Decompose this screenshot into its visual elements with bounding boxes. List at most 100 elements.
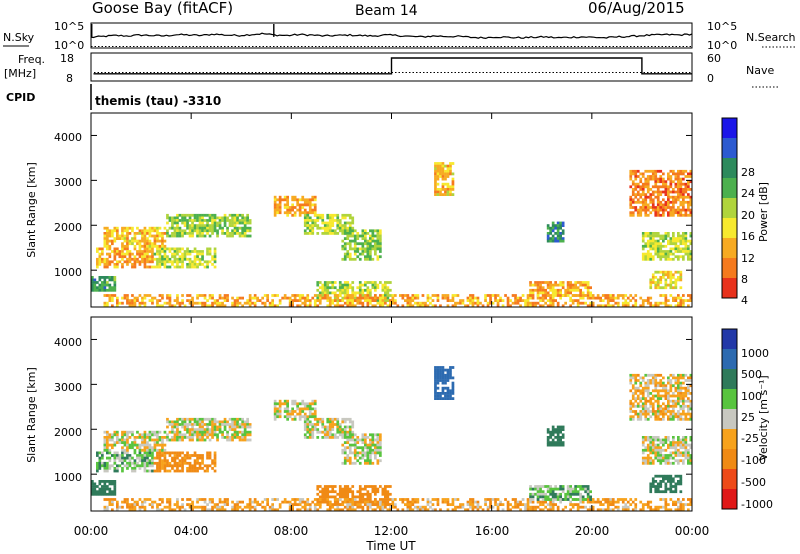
data-cell	[331, 485, 335, 488]
data-cell	[346, 490, 350, 494]
data-cell	[684, 299, 688, 302]
data-cell	[439, 167, 442, 171]
data-cell	[173, 425, 177, 429]
data-cell	[196, 461, 199, 465]
data-cell	[231, 508, 234, 512]
data-cell	[308, 410, 312, 413]
data-cell	[394, 498, 397, 501]
data-cell	[178, 464, 182, 468]
data-cell	[376, 255, 380, 259]
data-cell	[326, 417, 330, 421]
data-cell	[546, 291, 550, 295]
data-cell	[121, 255, 124, 259]
data-cell	[674, 441, 678, 444]
data-cell	[266, 299, 269, 302]
data-cell	[351, 294, 355, 297]
data-cell	[296, 304, 299, 308]
data-cell	[116, 263, 119, 266]
data-cell	[336, 288, 340, 292]
data-cell	[98, 283, 102, 287]
data-cell	[331, 433, 335, 437]
data-cell	[303, 503, 307, 506]
data-cell	[559, 288, 562, 292]
data-cell	[343, 232, 347, 235]
data-cell	[646, 188, 650, 191]
data-cell	[288, 211, 292, 215]
data-cell	[136, 430, 139, 434]
data-cell	[211, 255, 214, 259]
data-cell	[176, 219, 179, 222]
data-cell	[223, 500, 227, 504]
data-cell	[601, 299, 605, 302]
data-cell	[301, 211, 305, 215]
data-cell	[556, 428, 560, 431]
data-cell	[321, 216, 325, 220]
data-cell	[141, 456, 144, 460]
data-cell	[113, 459, 117, 463]
data-cell	[664, 500, 668, 504]
data-cell	[536, 296, 540, 300]
data-cell	[656, 508, 660, 512]
data-cell	[138, 443, 142, 447]
data-cell	[426, 304, 430, 308]
data-cell	[193, 301, 197, 305]
data-cell	[163, 252, 167, 256]
data-cell	[331, 417, 335, 421]
data-cell	[381, 487, 385, 491]
data-cell	[316, 232, 320, 235]
data-cell	[679, 237, 683, 240]
data-cell	[626, 508, 630, 512]
data-cell	[672, 451, 675, 455]
data-cell	[336, 224, 340, 227]
data-cell	[168, 216, 172, 220]
data-cell	[206, 430, 209, 434]
data-cell	[98, 490, 102, 494]
data-cell	[121, 226, 124, 230]
data-cell	[667, 250, 670, 253]
data-cell	[131, 441, 134, 444]
data-cell	[138, 247, 142, 251]
data-cell	[494, 299, 497, 302]
data-cell	[293, 417, 297, 421]
data-cell	[569, 283, 572, 287]
data-cell	[316, 428, 320, 431]
data-cell	[191, 454, 194, 457]
data-cell	[394, 503, 397, 506]
data-cell	[181, 420, 184, 424]
data-cell	[348, 505, 352, 509]
data-cell	[687, 294, 690, 297]
data-cell	[188, 505, 192, 509]
data-cell	[323, 433, 327, 437]
data-cell	[662, 273, 665, 277]
data-cell	[606, 503, 610, 506]
data-cell	[364, 500, 367, 504]
data-cell	[151, 234, 154, 238]
data-cell	[682, 294, 685, 297]
data-cell	[173, 255, 177, 259]
data-cell	[283, 410, 287, 413]
data-cell	[559, 443, 562, 447]
data-cell	[524, 301, 527, 305]
data-cell	[369, 492, 372, 496]
data-cell	[579, 492, 582, 496]
data-cell	[358, 301, 362, 305]
data-cell	[108, 263, 112, 266]
data-cell	[549, 441, 552, 444]
data-cell	[446, 299, 450, 302]
data-cell	[173, 469, 177, 473]
data-cell	[338, 291, 342, 295]
data-cell	[609, 508, 613, 512]
data-cell	[589, 294, 592, 297]
data-cell	[409, 299, 412, 302]
data-cell	[599, 304, 602, 308]
data-cell	[631, 206, 635, 209]
data-cell	[536, 281, 540, 284]
data-cell	[278, 206, 282, 209]
data-cell	[596, 294, 600, 297]
data-cell	[161, 255, 164, 259]
data-cell	[248, 423, 252, 426]
data-cell	[203, 304, 207, 308]
data-cell	[574, 503, 577, 506]
data-cell	[634, 505, 638, 509]
data-cell	[672, 172, 675, 176]
